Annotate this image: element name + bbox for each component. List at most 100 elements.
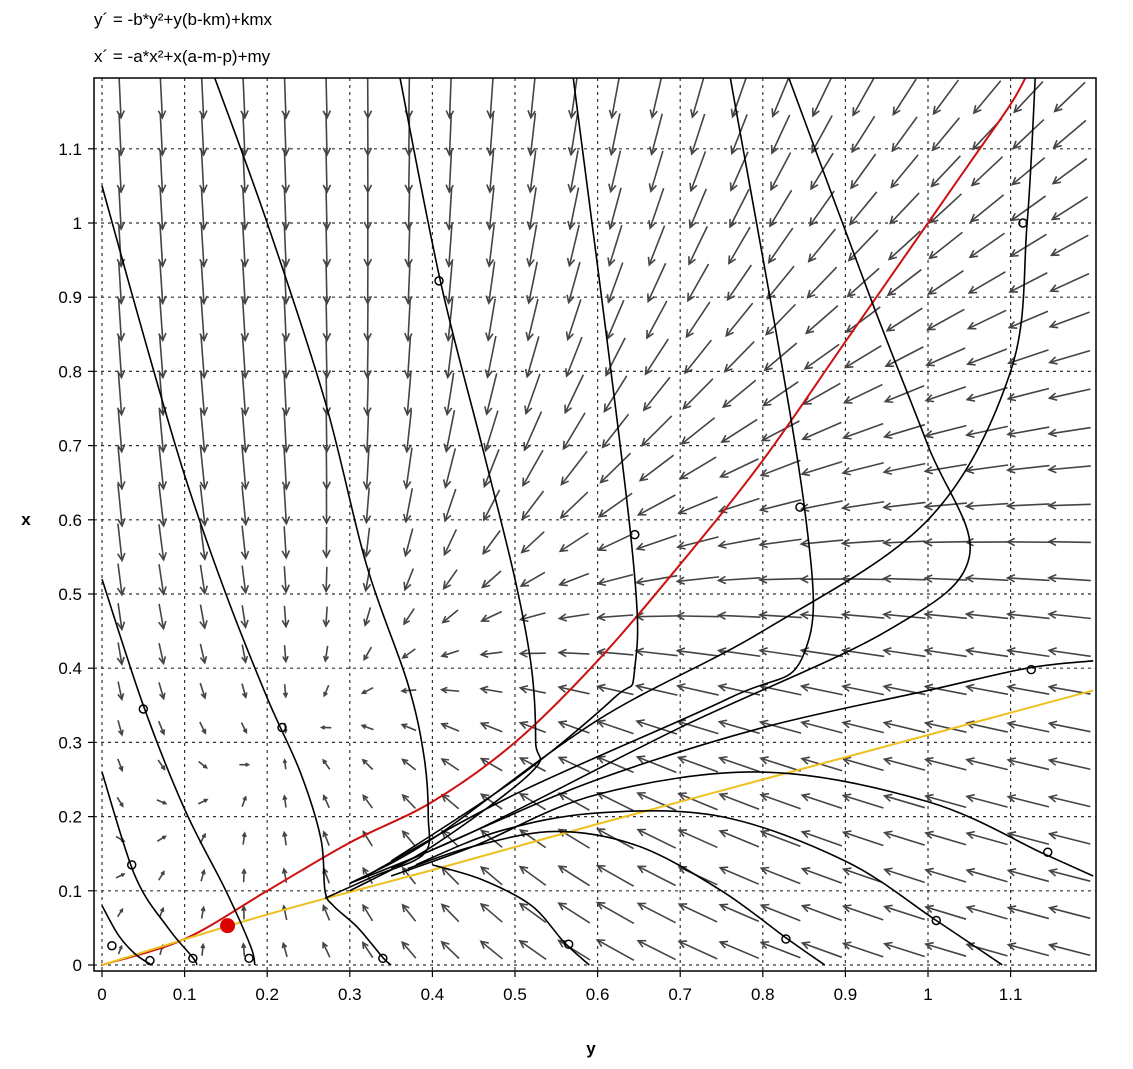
vector-arrow-head xyxy=(403,369,413,380)
vector-arrow-head xyxy=(1007,356,1017,366)
vector-arrow xyxy=(241,261,246,304)
vector-arrow-head xyxy=(322,904,329,912)
vector-arrow-head xyxy=(558,543,569,553)
vector-arrow xyxy=(729,189,750,228)
vector-arrow xyxy=(324,645,329,661)
y-tick-label: 0.1 xyxy=(58,882,82,901)
vector-arrow-head xyxy=(607,220,617,231)
nullcline-0 xyxy=(101,78,1027,966)
vector-arrow xyxy=(1049,349,1091,364)
vector-arrow xyxy=(241,446,247,489)
vector-arrow-head xyxy=(401,940,410,950)
vector-arrow-head xyxy=(882,430,893,440)
vector-arrow-head xyxy=(640,437,650,447)
vector-arrow-head xyxy=(1005,465,1016,474)
vector-arrow-head xyxy=(603,403,612,413)
vector-arrow-head xyxy=(565,331,574,342)
vector-arrow-head xyxy=(1047,683,1058,693)
x-axis-label: y xyxy=(586,1039,596,1058)
vector-arrow-head xyxy=(484,369,494,379)
vector-arrow-head xyxy=(240,258,250,268)
trajectory-start-marker xyxy=(107,940,117,951)
vector-arrow xyxy=(724,340,755,373)
vector-arrow-head xyxy=(759,866,770,875)
vector-arrow-head xyxy=(199,369,209,380)
vector-arrow xyxy=(925,869,967,883)
vector-arrow-head xyxy=(595,901,606,910)
vector-arrow-head xyxy=(1006,905,1017,914)
vector-arrow xyxy=(925,795,967,809)
vector-arrow-head xyxy=(404,221,414,231)
vector-arrow-head xyxy=(763,362,773,372)
vector-arrow-head xyxy=(525,331,534,342)
vector-arrow-head xyxy=(440,722,449,730)
vector-arrow-head xyxy=(1047,868,1058,877)
vector-arrow-head xyxy=(519,578,530,587)
vector-arrow xyxy=(803,382,841,405)
vector-arrow-head xyxy=(924,904,934,914)
y-tick-label: 0.3 xyxy=(58,733,82,752)
vector-arrow xyxy=(598,533,633,551)
equation-y-prime: y´ = -b*y²+y(b-km)+kmx xyxy=(94,10,273,29)
vector-arrow-head xyxy=(203,798,209,803)
vector-arrow-head xyxy=(440,758,450,766)
vector-arrow xyxy=(643,376,671,411)
vector-arrow xyxy=(241,485,247,525)
vector-arrow xyxy=(484,410,499,452)
vector-arrow xyxy=(690,151,707,192)
vector-arrow-head xyxy=(635,719,645,728)
vector-arrow xyxy=(448,112,453,155)
vector-arrow-head xyxy=(560,476,570,486)
vector-arrow-head xyxy=(841,830,852,839)
vector-arrow xyxy=(1050,272,1090,292)
vector-arrow-head xyxy=(927,286,937,296)
vector-arrow xyxy=(441,830,460,848)
vector-arrow-head xyxy=(518,757,529,766)
trajectory-6 xyxy=(349,78,542,892)
vector-arrow-head xyxy=(848,216,858,226)
vector-arrow xyxy=(685,301,711,338)
vector-arrow xyxy=(1007,577,1050,582)
vector-arrow-head xyxy=(770,144,779,155)
vector-arrow xyxy=(1049,759,1091,771)
vector-arrow-head xyxy=(199,517,209,527)
vector-arrow xyxy=(925,722,967,733)
vector-arrow xyxy=(159,187,164,230)
vector-arrow-head xyxy=(400,687,407,694)
vector-arrow xyxy=(525,373,541,414)
vector-arrow-head xyxy=(480,614,490,623)
vector-arrow xyxy=(157,759,166,770)
vector-arrow-head xyxy=(1013,104,1023,114)
vector-arrow-head xyxy=(718,470,729,478)
vector-arrow-head xyxy=(965,720,975,729)
vector-arrow-head xyxy=(443,443,452,454)
vector-arrow-head xyxy=(158,620,167,631)
vector-arrow-head xyxy=(201,728,207,735)
vector-arrow-head xyxy=(559,510,569,520)
vector-arrow-head xyxy=(402,480,412,490)
vector-arrow xyxy=(1049,722,1091,733)
vector-arrow-head xyxy=(677,792,687,801)
vector-arrow-head xyxy=(443,512,452,523)
vector-arrow-head xyxy=(608,109,618,120)
trajectory-1 xyxy=(101,771,198,966)
vector-arrow xyxy=(1009,272,1048,293)
vector-arrow xyxy=(444,448,457,488)
vector-arrow-head xyxy=(675,576,686,586)
vector-arrow-head xyxy=(281,369,291,380)
vector-arrow xyxy=(925,463,967,473)
vector-arrow-head xyxy=(800,467,811,477)
vector-arrow-head xyxy=(361,941,369,949)
vector-arrow xyxy=(570,78,578,118)
vector-arrow xyxy=(884,758,926,771)
vector-arrow xyxy=(719,793,760,811)
vector-arrow xyxy=(718,537,761,547)
vector-arrow-head xyxy=(608,183,617,194)
vector-arrow-head xyxy=(718,866,729,875)
vector-arrow-head xyxy=(241,655,249,664)
vector-arrow-head xyxy=(479,902,490,912)
y-tick-label: 0.2 xyxy=(58,808,82,827)
vector-arrow xyxy=(768,227,794,263)
vector-arrow-head xyxy=(841,756,852,765)
vector-arrow-head xyxy=(522,477,531,488)
